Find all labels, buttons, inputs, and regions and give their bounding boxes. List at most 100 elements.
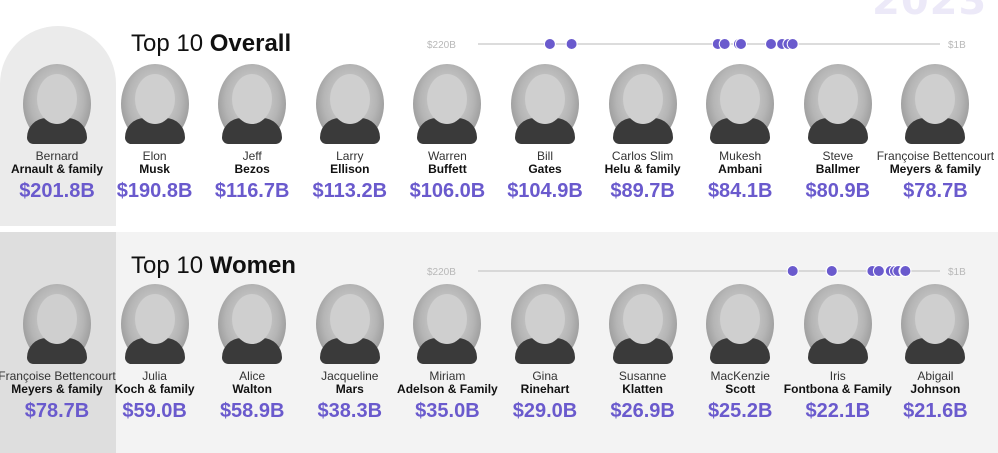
person-last-name: Koch & family [114, 382, 195, 396]
portrait-warren-buffett [413, 64, 482, 144]
person-last-name: Ballmer [815, 162, 860, 176]
wealth-dot-1 [565, 38, 578, 50]
portrait-carlos-slim [608, 64, 677, 144]
net-worth-value: $38.3B [317, 400, 383, 422]
women-section-title: Top 10 Women [131, 252, 296, 280]
person-first-name: Carlos Slim [611, 149, 674, 163]
person-last-name: Rinehart [520, 382, 570, 396]
person-last-name: Mars [335, 382, 364, 396]
scale-max-label: $220B [427, 267, 456, 278]
net-worth-value: $78.7B [24, 400, 90, 422]
portrait-mukesh-ambani [706, 64, 775, 144]
net-worth-value: $201.8B [19, 180, 95, 202]
person-first-name: Mukesh [719, 149, 762, 163]
person-card: Jeff Bezos $116.7B [193, 64, 311, 202]
person-card: MacKenzie Scott $25.2B [681, 284, 799, 422]
person-first-name: Bernard [35, 149, 79, 163]
portrait-susanne-klatten [608, 284, 677, 364]
overall-title-regular: Top 10 [131, 30, 210, 57]
net-worth-value: $78.7B [903, 180, 968, 202]
scale-max-label: $220B [427, 40, 456, 51]
portrait-jacqueline-mars [315, 284, 384, 364]
person-last-name: Ambani [718, 162, 763, 176]
scale-min-label: $1B [948, 40, 966, 51]
net-worth-value: $26.9B [610, 400, 675, 422]
portrait-mackenzie-scott [706, 284, 775, 364]
overall-wealth-scale: $220B $1B [427, 38, 966, 51]
wealth-dot-6 [765, 38, 777, 50]
person-card: Françoise Bettencourt Meyers & family $78.… [876, 64, 994, 202]
overall-section-title: Top 10 Overall [131, 30, 291, 58]
net-worth-value: $89.7B [610, 180, 675, 202]
person-last-name: Musk [139, 162, 170, 176]
wealth-dot-0 [543, 38, 556, 50]
person-first-name: Jacqueline [321, 369, 379, 383]
net-worth-value: $58.9B [219, 400, 285, 422]
person-card: Jacqueline Mars $38.3B [291, 284, 409, 422]
net-worth-value: $113.2B [312, 180, 388, 202]
portrait-steve-ballmer [803, 64, 872, 144]
net-worth-value: $29.0B [512, 400, 578, 422]
person-first-name: Julia [142, 369, 167, 383]
person-card: Julia Koch & family $59.0B [96, 284, 214, 422]
wealth-dot-4 [872, 265, 885, 277]
net-worth-value: $59.0B [122, 400, 187, 422]
person-last-name: Adelson & Family [397, 382, 498, 396]
net-worth-value: $116.7B [214, 180, 290, 202]
person-card: Steve Ballmer $80.9B [779, 64, 897, 202]
wealth-dot-0 [786, 265, 799, 277]
net-worth-value: $25.2B [707, 400, 773, 422]
person-first-name: Gina [532, 369, 558, 383]
net-worth-value: $84.1B [707, 180, 773, 202]
person-last-name: Walton [232, 382, 272, 396]
overall-title-bold: Overall [209, 30, 292, 57]
portrait-francoise-bettencourt-meyers [901, 64, 970, 144]
women-title-regular: Top 10 [131, 252, 210, 279]
person-first-name: Steve [822, 149, 854, 163]
person-last-name: Buffett [428, 162, 467, 176]
person-first-name: Alice [239, 369, 266, 383]
person-first-name: Susanne [618, 369, 667, 383]
person-first-name: Larry [336, 149, 364, 163]
net-worth-value: $35.0B [415, 400, 480, 422]
portrait-alice-walton [218, 284, 287, 364]
portrait-gina-rinehart [511, 284, 579, 364]
person-card: Mukesh Ambani $84.1B [681, 64, 799, 202]
person-first-name: Bill [536, 149, 553, 163]
person-first-name: Jeff [242, 149, 262, 163]
person-last-name: Johnson [910, 382, 961, 396]
wealth-dot-2 [825, 265, 838, 277]
person-first-name: Françoise Bettencourt [876, 149, 995, 163]
net-worth-value: $21.6B [903, 400, 968, 422]
person-last-name: Gates [528, 162, 562, 176]
wealth-dot-3 [718, 38, 731, 50]
person-card: Alice Walton $58.9B [193, 284, 311, 422]
person-first-name: Elon [142, 149, 167, 163]
wealth-dot-9 [786, 38, 799, 50]
wealth-dot-9 [899, 265, 912, 277]
wealth-dot-5 [735, 38, 747, 50]
person-first-name: MacKenzie [710, 369, 770, 383]
women-title-bold: Women [209, 252, 296, 279]
portrait-julia-koch [120, 284, 189, 364]
person-first-name: Iris [829, 369, 846, 383]
person-card: Bernard Arnault & family $201.8B [0, 64, 116, 202]
portrait-iris-fontbona [803, 284, 872, 364]
person-card: Warren Buffett $106.0B [388, 64, 506, 202]
person-first-name: Abigail [917, 369, 954, 383]
person-last-name: Scott [725, 382, 756, 396]
net-worth-value: $106.0B [409, 180, 486, 202]
portrait-miriam-adelson [413, 284, 482, 364]
women-wealth-scale: $220B $1B [427, 265, 966, 278]
person-card: Elon Musk $190.8B [96, 64, 214, 202]
person-first-name: Françoise Bettencourt [0, 369, 116, 383]
person-last-name: Klatten [622, 382, 663, 396]
person-card: Françoise Bettencourt Meyers & family $78.… [0, 284, 116, 422]
person-card: Carlos Slim Helu & family $89.7B [584, 64, 702, 202]
person-last-name: Fontbona & Family [783, 382, 892, 396]
portrait-francoise-bettencourt-meyers [23, 284, 91, 364]
person-card: Gina Rinehart $29.0B [486, 284, 604, 422]
portrait-bernard-arnault [23, 64, 91, 144]
person-card: Iris Fontbona & Family $22.1B [779, 284, 897, 422]
portrait-elon-musk [120, 64, 189, 144]
